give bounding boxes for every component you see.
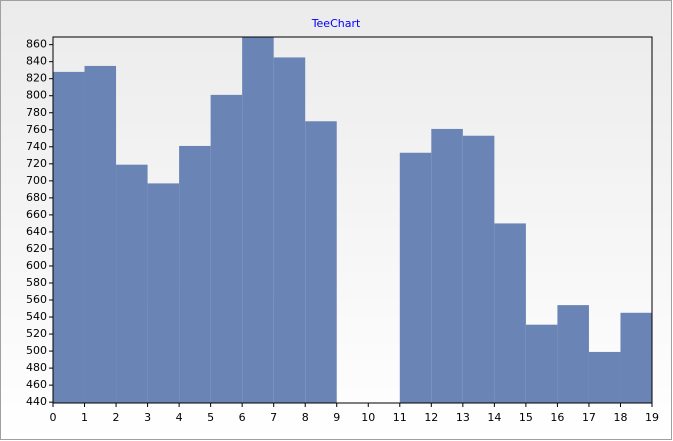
x-tick-label: 10: [361, 411, 375, 424]
plot-frame: [52, 36, 653, 404]
chart-title: TeeChart: [311, 17, 361, 30]
bar: [242, 37, 274, 403]
y-tick-label: 660: [26, 208, 47, 221]
bar: [399, 152, 432, 403]
y-tick-label: 860: [26, 38, 47, 51]
x-tick-label: 2: [113, 411, 120, 424]
bar: [525, 324, 558, 403]
bar: [179, 145, 211, 403]
y-tick-label: 500: [26, 344, 47, 357]
x-tick-label: 14: [487, 411, 501, 424]
x-tick-label: 15: [519, 411, 533, 424]
y-tick-label: 700: [26, 174, 47, 187]
y-tick-label: 480: [26, 361, 47, 374]
x-tick-label: 1: [81, 411, 88, 424]
y-tick-label: 760: [26, 123, 47, 136]
x-tick-label: 8: [302, 411, 309, 424]
y-tick-label: 780: [26, 106, 47, 119]
y-tick-label: 720: [26, 157, 47, 170]
x-tick-label: 3: [144, 411, 151, 424]
x-tick-label: 4: [176, 411, 183, 424]
y-tick-label: 460: [26, 378, 47, 391]
x-tick-label: 19: [645, 411, 659, 424]
y-tick-label: 820: [26, 72, 47, 85]
y-tick-label: 600: [26, 259, 47, 272]
x-tick-label: 13: [456, 411, 470, 424]
x-tick-label: 0: [50, 411, 57, 424]
x-tick-label: 16: [550, 411, 564, 424]
y-tick-label: 800: [26, 89, 47, 102]
bar: [147, 183, 180, 403]
x-tick-label: 9: [333, 411, 340, 424]
x-tick-label: 12: [424, 411, 438, 424]
y-tick-label: 840: [26, 55, 47, 68]
bar: [210, 94, 243, 404]
bar: [462, 135, 495, 404]
bar: [116, 164, 148, 403]
bar: [588, 351, 621, 403]
y-tick-label: 580: [26, 276, 47, 289]
bar: [84, 65, 117, 403]
x-tick-label: 7: [270, 411, 277, 424]
bar: [620, 312, 652, 403]
bar: [53, 71, 85, 403]
x-tick-label: 11: [393, 411, 407, 424]
bar: [305, 121, 337, 404]
y-tick-label: 540: [26, 310, 47, 323]
bar: [557, 305, 589, 403]
y-tick-label: 620: [26, 242, 47, 255]
y-tick-label: 560: [26, 293, 47, 306]
y-tick-label: 680: [26, 191, 47, 204]
y-tick-label: 640: [26, 225, 47, 238]
bar: [431, 128, 463, 403]
y-tick-label: 520: [26, 327, 47, 340]
x-tick-label: 17: [582, 411, 596, 424]
bar: [494, 223, 526, 403]
y-tick-label: 740: [26, 140, 47, 153]
x-tick-label: 5: [207, 411, 214, 424]
bar: [273, 57, 306, 403]
x-tick-label: 18: [613, 411, 627, 424]
y-tick-label: 440: [26, 395, 47, 408]
x-tick-label: 6: [239, 411, 246, 424]
